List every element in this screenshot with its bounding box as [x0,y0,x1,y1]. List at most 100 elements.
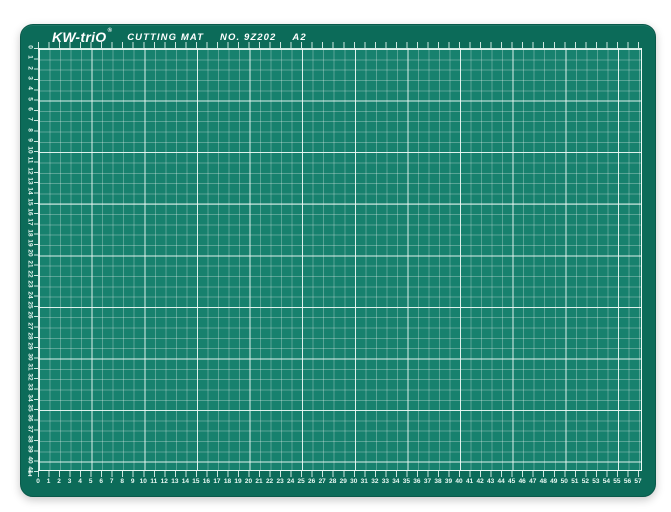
scale-end-arrow-icon: ↥ [26,469,34,478]
left-ruler-number: 5 [26,96,34,101]
left-ruler-number: 34 [26,394,34,402]
bottom-ruler-number: 46 [518,478,526,485]
left-ruler-number: 30 [26,352,34,361]
bottom-ruler-number: 49 [550,478,558,485]
bottom-ruler-number: 43 [486,478,495,485]
product-label: CUTTING MAT [127,31,205,43]
bottom-ruler-number: 36 [413,478,421,485]
bottom-ruler-number: 5 [88,478,93,485]
bottom-ruler-number: 8 [120,478,125,485]
left-ruler-number: 29 [26,342,34,350]
bottom-ruler-number: 26 [308,478,316,485]
left-ruler-number: 1 [26,55,34,60]
bottom-ruler-number: 54 [602,478,611,485]
bottom-ruler-number: 33 [381,478,389,485]
left-ruler-number: 32 [26,373,34,381]
bottom-ruler-number: 21 [255,478,263,485]
bottom-ruler-number: 4 [78,478,82,485]
bottom-ruler-number: 53 [592,478,600,485]
left-ruler-number: 2 [26,65,34,70]
brand-text: KW-triO [52,29,107,45]
bottom-ruler-number: 13 [171,478,179,485]
left-ruler-number: 24 [26,290,34,299]
left-ruler-number: 3 [26,76,34,80]
bottom-ruler-number: 7 [109,478,114,485]
left-ruler-number: 18 [26,229,34,237]
left-ruler-number: 8 [26,127,34,132]
grid-surface [38,48,642,471]
bottom-ruler-number: 56 [623,478,632,485]
brand-logo: KW-triO® [52,28,113,45]
left-ruler: 0 1 2 3 4 5 6 7 8 9 10 11 12 13 14 15 16 17 18 19 20 21 22 23 24… [25,45,35,475]
bottom-ruler-number: 11 [150,478,158,485]
left-ruler-number: 28 [26,332,34,340]
bottom-ruler-number: 10 [139,478,147,485]
bottom-ruler-number: 45 [508,478,516,485]
bottom-ruler-number: 23 [276,478,284,485]
bottom-ruler-number: 22 [265,478,274,485]
bottom-ruler-number: 40 [455,478,463,485]
left-ruler-number: 39 [26,445,34,453]
bottom-ruler-number: 44 [497,478,505,485]
bottom-ruler-number: 48 [539,478,547,485]
bottom-ruler-number: 16 [202,478,211,485]
left-ruler-number: 26 [26,311,34,319]
bottom-ruler-number: 51 [571,478,579,485]
bottom-ruler-number: 29 [339,478,347,485]
model-number: NO. 9Z202 [220,31,277,43]
bottom-ruler-number: 55 [613,478,621,485]
bottom-ruler-number: 18 [223,478,232,485]
bottom-ruler: 0 1 2 3 4 5 6 7 8 9 10 11 12 13 14 15 16 17 18 19 20 21 22 23 24… [36,478,648,489]
left-ruler-number: 10 [26,146,34,154]
left-ruler-number: 35 [26,404,34,412]
left-ruler-number: 31 [26,363,34,371]
size-label: A2 [292,31,307,43]
bottom-ruler-number: 34 [392,478,400,485]
left-ruler-number: 37 [26,425,34,433]
left-ruler-number: 21 [26,260,34,268]
left-ruler-number: 40 [26,456,34,464]
left-ruler-number: 27 [26,321,34,330]
bottom-ruler-number: 28 [329,478,337,485]
bottom-ruler-number: 38 [434,478,442,485]
bottom-ruler-number: 12 [160,478,168,485]
bottom-ruler-number: 52 [581,478,589,485]
left-ruler-number: 36 [26,414,34,423]
left-ruler-number: 6 [26,107,34,111]
left-ruler-number: 25 [26,301,34,309]
left-ruler-number: 19 [26,239,34,247]
bottom-ruler-number: 0 [36,478,40,485]
left-ruler-number: 11 [26,157,34,164]
bottom-ruler-number: 47 [529,478,537,485]
left-ruler-number: 17 [26,218,34,226]
bottom-ruler-number: 9 [130,478,135,485]
bottom-ruler-number: 15 [192,478,200,485]
bottom-ruler-number: 25 [297,478,305,485]
bottom-ruler-number: 1 [46,478,51,485]
bottom-ruler-number: 37 [423,478,432,485]
left-ruler-number: 4 [26,86,34,91]
bottom-ruler-number: 57 [634,478,642,485]
bottom-ruler-number: 14 [181,478,189,485]
left-ruler-number: 0 [26,45,34,49]
bottom-ruler-number: 24 [286,478,295,485]
bottom-ruler-number: 41 [465,478,474,485]
bottom-ruler-number: 42 [476,478,484,485]
left-ruler-number: 23 [26,280,34,288]
bottom-ruler-number: 17 [213,478,221,485]
bottom-ruler-ticks [38,471,642,477]
bottom-ruler-number: 35 [402,478,411,485]
trademark-icon: ® [107,28,113,35]
bottom-ruler-number: 20 [244,478,253,485]
bottom-ruler-number: 19 [234,478,242,485]
left-ruler-number: 38 [26,435,34,443]
left-ruler-number: 16 [26,208,34,216]
left-ruler-number: 14 [26,187,34,196]
left-ruler-number: 13 [26,177,34,185]
bottom-ruler-number: 3 [67,478,72,485]
left-ruler-number: 15 [26,198,34,206]
left-ruler-number: 9 [26,138,34,142]
bottom-ruler-number: 39 [444,478,453,485]
